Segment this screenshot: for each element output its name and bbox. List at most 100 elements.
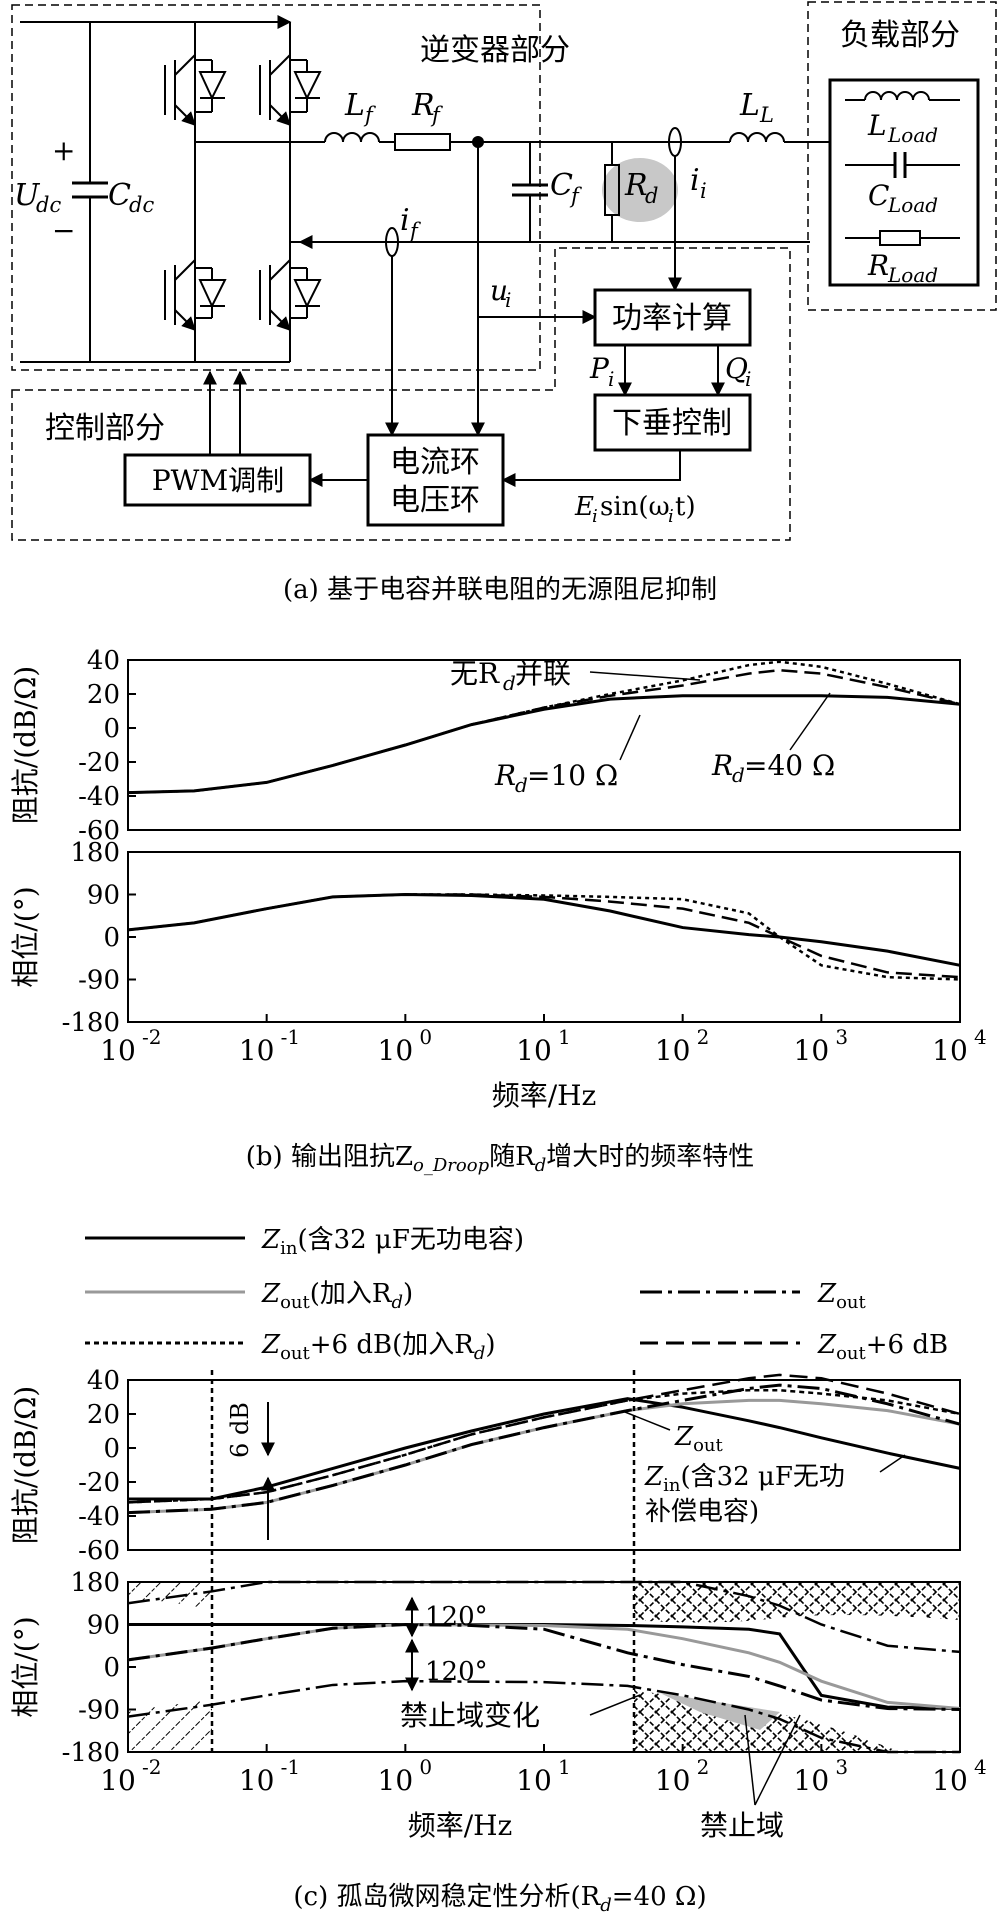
c-xtick: 10 bbox=[655, 1764, 691, 1797]
legend-zout6: Zout+6 dB bbox=[817, 1330, 948, 1364]
b-annot-rd40-sub: d bbox=[732, 763, 745, 787]
lload-label: L bbox=[867, 109, 887, 142]
c-xtick-exp: 0 bbox=[419, 1755, 432, 1779]
esin-end: t) bbox=[675, 492, 696, 522]
cload-label: C bbox=[868, 179, 889, 212]
igbt-bridge bbox=[164, 22, 322, 362]
lf-inductor bbox=[324, 132, 380, 143]
qi-label: Q bbox=[725, 352, 748, 385]
inverter-label: 逆变器部分 bbox=[420, 33, 570, 68]
rf-sub: f bbox=[430, 103, 443, 127]
c-mag-series-0 bbox=[128, 1397, 961, 1501]
c-ph-series-0 bbox=[128, 1623, 961, 1711]
c-xtick-exp: 1 bbox=[558, 1755, 571, 1779]
legend-zout6-rd: Zout+6 dB(加入Rd) bbox=[261, 1330, 496, 1364]
b-xtick: 10 bbox=[932, 1034, 968, 1067]
b-xtick: 10 bbox=[378, 1034, 414, 1067]
pwm-label: PWM调制 bbox=[152, 464, 284, 497]
c-annot-6db: 6 dB bbox=[226, 1402, 254, 1458]
b-xtick: 10 bbox=[655, 1034, 691, 1067]
b-ph-series-2 bbox=[127, 892, 961, 967]
droop-label: 下垂控制 bbox=[612, 406, 732, 441]
cf-label: C bbox=[550, 168, 573, 203]
c-xtick-exp: 2 bbox=[697, 1755, 710, 1779]
rload-sub: Load bbox=[887, 263, 938, 287]
b-mag-ytick: 40 bbox=[87, 646, 120, 676]
ll-inductor bbox=[729, 132, 785, 143]
legend-zout-rd: Zout(加入Rd) bbox=[261, 1279, 413, 1313]
c-annot-forbid-change: 禁止域变化 bbox=[400, 1699, 540, 1732]
esin-rest: sin(ω bbox=[600, 492, 670, 522]
c-ph-ytick: 90 bbox=[87, 1611, 120, 1641]
cf-sub: f bbox=[569, 184, 582, 208]
c-ph-ytick: -90 bbox=[78, 1696, 120, 1726]
b-mag-ytick: -40 bbox=[78, 782, 120, 812]
b-xtick-exp: -2 bbox=[142, 1025, 161, 1049]
b-xtick-exp: 4 bbox=[974, 1025, 987, 1049]
caption-c: (c) 孤岛微网稳定性分析(Rd=40 Ω) bbox=[293, 1882, 706, 1916]
esin-e: E bbox=[574, 492, 594, 522]
c-xtick: 10 bbox=[932, 1764, 968, 1797]
cload-sub: Load bbox=[887, 193, 938, 217]
b-xtick: 10 bbox=[239, 1034, 275, 1067]
power-calc-label: 功率计算 bbox=[612, 301, 732, 336]
rd-highlight bbox=[602, 158, 678, 222]
if-sub: f bbox=[408, 219, 421, 243]
forbidden-change-region bbox=[660, 1693, 780, 1730]
b-xtick: 10 bbox=[794, 1034, 830, 1067]
c-xtick-exp: -2 bbox=[142, 1755, 161, 1779]
c-xtick: 10 bbox=[378, 1764, 414, 1797]
c-annot-120a: 120° bbox=[425, 1602, 488, 1632]
ii-sub: i bbox=[700, 179, 707, 203]
c-annot-120b: 120° bbox=[425, 1657, 488, 1687]
b-ph-ytick: 90 bbox=[87, 881, 120, 911]
c-mag-series-2 bbox=[127, 1383, 961, 1515]
udc-plus: + bbox=[52, 134, 75, 167]
c-mag-ytick: -60 bbox=[78, 1536, 120, 1566]
b-ph-ytick: -180 bbox=[62, 1008, 120, 1038]
c-mag-ytick: -20 bbox=[78, 1468, 120, 1498]
cdc-sub: dc bbox=[129, 193, 154, 217]
droop-block bbox=[593, 393, 752, 452]
load-region bbox=[807, 1, 997, 311]
c-xtick-exp: 3 bbox=[835, 1755, 848, 1779]
b-annot-rd40: R bbox=[711, 749, 733, 782]
c-annot-zin-line2: 补偿电容) bbox=[645, 1497, 759, 1527]
forbidden-region bbox=[128, 1582, 212, 1610]
c-mag-ytick: -40 bbox=[78, 1502, 120, 1532]
udc-sub: dc bbox=[36, 193, 61, 217]
ii-label: i bbox=[690, 163, 700, 198]
b-annot-rd10: R bbox=[494, 759, 516, 792]
c-mag-series-4 bbox=[127, 1373, 961, 1504]
b-xtick-exp: 1 bbox=[558, 1025, 571, 1049]
c-mag-ytick: 0 bbox=[103, 1434, 120, 1464]
b-ph-series-0 bbox=[127, 893, 961, 981]
c-xtick: 10 bbox=[794, 1764, 830, 1797]
cdc-label: C bbox=[108, 178, 131, 213]
c-annot-forbid: 禁止域 bbox=[700, 1809, 784, 1842]
control-region bbox=[11, 247, 791, 541]
c-mag-ylabel: 阻抗/(dB/Ω) bbox=[9, 1386, 42, 1544]
rd-sub: d bbox=[645, 184, 658, 208]
c-xtick: 10 bbox=[100, 1764, 136, 1797]
qi-sub: i bbox=[745, 367, 751, 391]
lload-sub: Load bbox=[887, 123, 938, 147]
esin-e-sub: i bbox=[592, 506, 598, 527]
ui-label: u bbox=[490, 274, 508, 307]
inverter-region bbox=[11, 4, 541, 371]
b-ph-ytick: 0 bbox=[103, 923, 120, 953]
rf-label: R bbox=[411, 88, 435, 123]
b-annot-no-rd: 无R bbox=[450, 657, 500, 690]
load-box bbox=[828, 78, 980, 287]
pi-sub: i bbox=[608, 367, 614, 391]
circuit-diagram: 逆变器部分 负载部分 控制部分 + − U dc C dc bbox=[11, 1, 997, 541]
rload-label: R bbox=[867, 249, 889, 282]
caption-b: (b) 输出阻抗Zo_Droop随Rd增大时的频率特性 bbox=[246, 1142, 754, 1176]
c-mag-ytick: 20 bbox=[87, 1400, 120, 1430]
forbidden-region bbox=[128, 1700, 212, 1752]
phase-margin-upper bbox=[127, 1580, 961, 1654]
phase-margin-lower bbox=[127, 1679, 960, 1754]
b-annot-no-rd-sub: d bbox=[503, 671, 516, 695]
c-ph-ytick: -180 bbox=[62, 1738, 120, 1768]
